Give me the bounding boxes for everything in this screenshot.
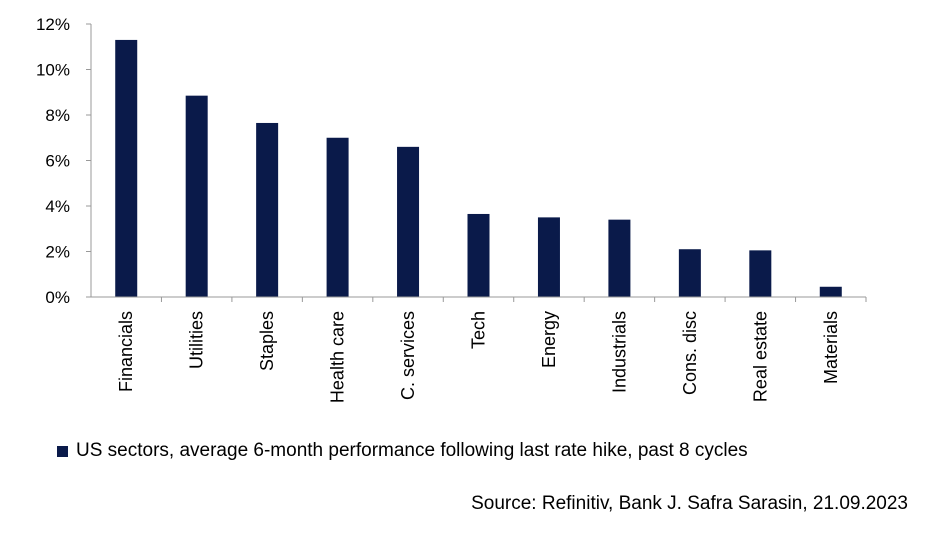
x-tick-label: Health care (328, 311, 348, 403)
x-tick-label: Tech (469, 311, 489, 349)
bar-real-estate (749, 250, 772, 297)
y-axis-ticks: 0% 2% 4% 6% 8% 10% 12% (36, 15, 91, 307)
bar-energy (537, 217, 560, 297)
y-tick-label: 6% (45, 152, 70, 171)
source-note: Source: Refinitiv, Bank J. Safra Sarasin… (471, 493, 908, 514)
x-tick-label: Real estate (750, 311, 770, 402)
y-tick-label: 8% (45, 106, 70, 125)
bar-cons-disc (678, 249, 701, 297)
bar-staples (256, 122, 279, 298)
y-tick-label: 0% (45, 288, 70, 307)
x-tick-label: Staples (257, 311, 277, 371)
bars (115, 39, 842, 298)
bar-chart: 0% 2% 4% 6% 8% 10% 12% Financials Utilities Stap… (36, 15, 867, 403)
x-tick-label: Financials (116, 311, 136, 392)
bar-utilities (185, 95, 208, 297)
legend-swatch (57, 445, 68, 457)
bar-materials (819, 286, 842, 297)
legend: US sectors, average 6-month performance … (57, 440, 748, 462)
bar-tech (467, 213, 490, 297)
x-tick-label: Cons. disc (680, 311, 700, 395)
bar-financials (115, 39, 138, 298)
y-tick-label: 2% (45, 243, 70, 262)
legend-label: US sectors, average 6-month performance … (76, 440, 748, 461)
x-tick-label: Industrials (609, 311, 629, 393)
bar-industrials (608, 219, 631, 297)
x-tick-label: Utilities (187, 311, 207, 369)
bar-c-services (397, 146, 420, 297)
y-tick-label: 10% (36, 61, 70, 80)
x-axis-labels: Financials Utilities Staples Health care C. … (116, 297, 867, 403)
y-tick-label: 4% (45, 197, 70, 216)
x-tick-label: Materials (821, 311, 841, 384)
x-tick-label: C. services (398, 311, 418, 400)
bar-health-care (326, 137, 349, 297)
y-tick-label: 12% (36, 15, 70, 34)
x-tick-label: Energy (539, 311, 559, 368)
